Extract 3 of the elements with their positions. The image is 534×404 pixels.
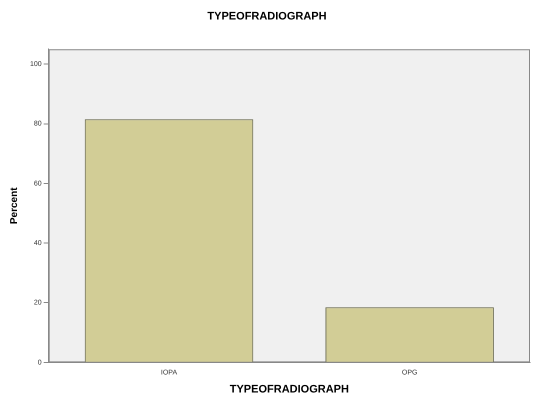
y-axis-title: Percent <box>8 186 20 224</box>
x-axis-title: TYPEOFRADIOGRAPH <box>230 383 349 396</box>
chart-title: TYPEOFRADIOGRAPH <box>207 10 327 23</box>
